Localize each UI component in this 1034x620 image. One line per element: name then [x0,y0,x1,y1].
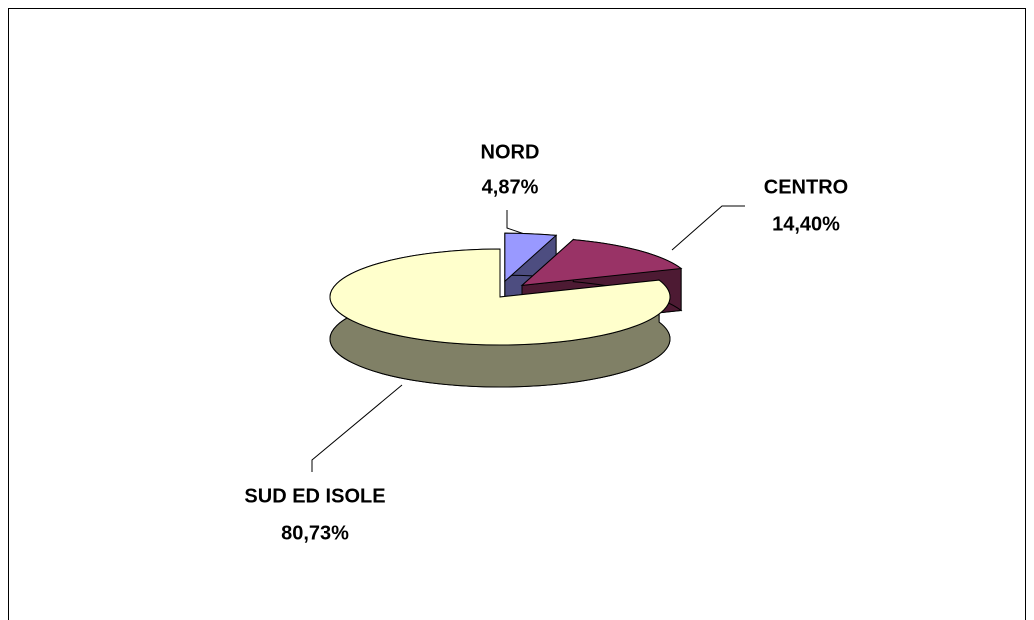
slice [504,232,558,283]
slice-value-label: 14,40% [772,213,840,235]
slice-value-label: 4,87% [482,176,539,198]
leader-line [671,205,745,251]
slice [520,239,683,287]
slice-value-label: 80,73% [281,522,349,544]
slice-label: CENTRO [764,176,848,198]
slice [329,248,671,346]
slice-label: NORD [481,141,540,163]
leader-line [311,384,403,472]
slice-label: SUD ED ISOLE [244,485,385,507]
pie [329,232,683,388]
